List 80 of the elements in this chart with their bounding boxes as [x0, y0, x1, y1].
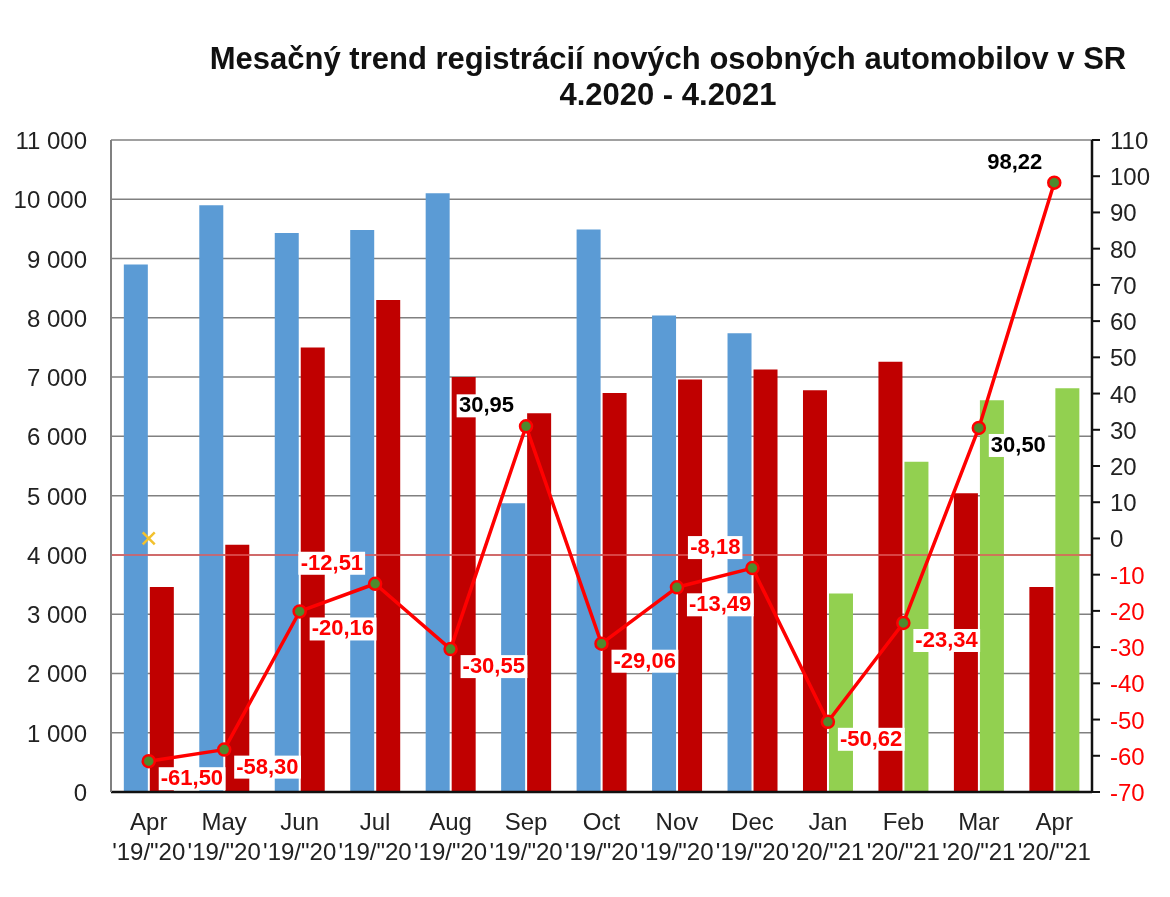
x-tick-label: Jan '20/"21 — [791, 808, 865, 865]
y-tick-label: 7 000 — [26, 364, 87, 392]
bar — [1055, 388, 1080, 792]
point — [141, 531, 156, 546]
x-tick-label: Jul '19/"20 — [338, 808, 412, 865]
y-tick-label: 1 000 — [26, 719, 87, 747]
x-tick-label: Oct '19/"20 — [564, 808, 639, 865]
bar — [527, 413, 552, 792]
y-tick-label: 8 000 — [26, 304, 87, 332]
y2-tick-label: -10 — [1110, 561, 1145, 589]
point — [971, 420, 987, 436]
y2-tick-label: 0 — [1110, 525, 1124, 553]
data-label: -29,06 — [613, 647, 676, 673]
y2-tick-label: 80 — [1110, 235, 1137, 263]
point — [518, 419, 534, 434]
y2-tick-label: -30 — [1110, 634, 1145, 662]
x-tick-label: Aug '19/"20 — [413, 808, 488, 865]
x-tick-label: Nov '19/"20 — [640, 808, 714, 865]
y2-tick-label: -60 — [1110, 742, 1145, 770]
data-label: 30,50 — [990, 431, 1046, 457]
point — [669, 580, 685, 595]
x-tick-label: Feb '20/"21 — [866, 808, 940, 865]
x-tick-label: Mar '20/"21 — [942, 808, 1016, 865]
data-label: -20,16 — [311, 615, 375, 641]
data-label: 30,95 — [458, 392, 515, 418]
point — [292, 604, 307, 619]
y-tick-label: 0 — [73, 779, 87, 806]
data-label: -50,62 — [839, 725, 903, 751]
bar — [425, 193, 450, 792]
y2-tick-label: 110 — [1110, 127, 1149, 154]
y-tick-label: 5 000 — [26, 482, 87, 510]
chart-title: Mesačný trend registrácií nových osobných automobilov v SR — [208, 41, 1128, 76]
point — [1047, 175, 1062, 190]
x-tick-label: Sep '19/"20 — [489, 808, 563, 865]
point — [745, 560, 760, 576]
point — [896, 615, 911, 631]
chart-subtitle: 4.2020 - 4.2021 — [558, 77, 778, 112]
data-label: -12,51 — [300, 549, 364, 575]
y2-tick-label: 50 — [1110, 344, 1137, 372]
x-tick-label: Apr '19/"20 — [112, 808, 186, 865]
y2-tick-label: 100 — [1110, 163, 1151, 191]
bar — [376, 300, 401, 792]
data-label: -58,30 — [236, 753, 299, 779]
y-tick-label: 4 000 — [26, 541, 87, 569]
data-label: -61,50 — [160, 765, 224, 791]
point — [443, 641, 458, 657]
bar — [753, 369, 778, 792]
y2-tick-label: -20 — [1110, 597, 1145, 625]
point — [141, 753, 156, 769]
y2-tick-label: -40 — [1110, 670, 1145, 698]
point — [367, 576, 383, 592]
x-tick-label: Dec '19/"20 — [715, 808, 790, 865]
data-label: -8,18 — [690, 534, 741, 560]
point — [216, 742, 232, 757]
y-tick-label: 11 000 — [15, 127, 87, 154]
y2-tick-label: 60 — [1110, 308, 1137, 336]
y2-tick-label: 10 — [1110, 489, 1137, 517]
y-tick-label: 2 000 — [26, 660, 87, 688]
data-label: 98,22 — [987, 148, 1043, 174]
y2-tick-label: 40 — [1110, 380, 1137, 408]
y2-tick-label: 70 — [1110, 271, 1137, 299]
x-tick-label: Apr '20/"21 — [1017, 808, 1091, 865]
data-label: -13,49 — [688, 591, 752, 617]
y2-tick-label: 20 — [1110, 453, 1137, 480]
point — [594, 636, 609, 651]
y-tick-label: 6 000 — [26, 423, 87, 451]
y-tick-label: 3 000 — [26, 601, 87, 629]
y2-tick-label: 30 — [1110, 416, 1137, 444]
bar — [576, 229, 601, 792]
y2-tick-label: 90 — [1110, 199, 1137, 227]
y2-tick-label: -70 — [1110, 779, 1145, 806]
data-label: -30,55 — [462, 653, 525, 679]
x-tick-label: Jun '19/"20 — [263, 808, 337, 865]
x-tick-label: May '19/"20 — [187, 808, 261, 865]
data-label: -23,34 — [915, 626, 979, 652]
y-tick-label: 10 000 — [13, 186, 87, 214]
y2-tick-label: -50 — [1110, 706, 1145, 734]
point — [820, 714, 836, 730]
bar — [123, 264, 148, 792]
y-tick-label: 9 000 — [26, 245, 87, 273]
